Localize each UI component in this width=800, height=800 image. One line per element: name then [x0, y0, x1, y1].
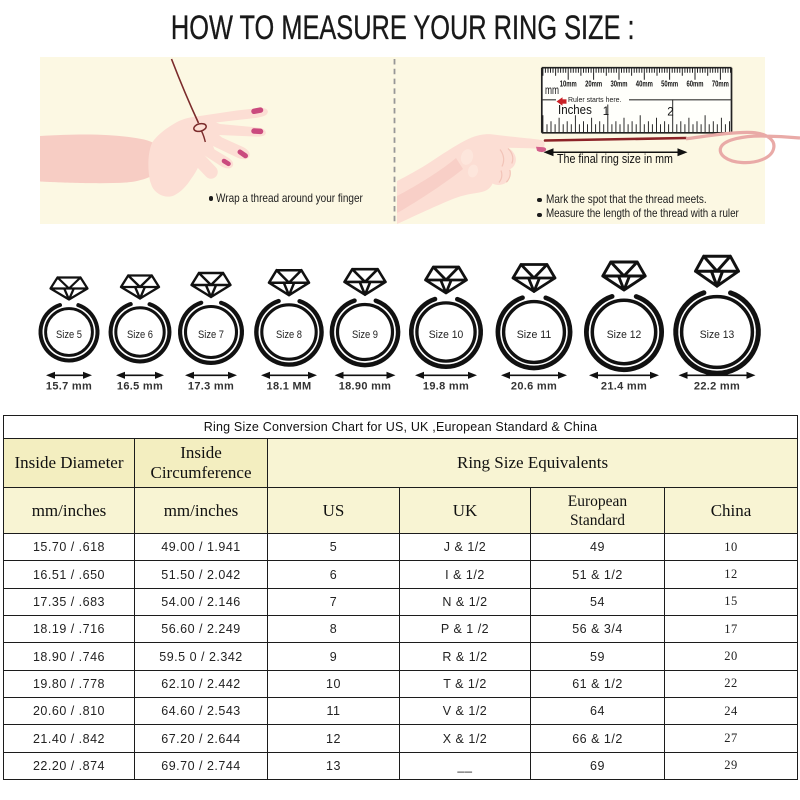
- svg-text:22.2 mm: 22.2 mm: [694, 381, 740, 393]
- svg-text:21.4 mm: 21.4 mm: [601, 381, 647, 393]
- svg-text:10mm: 10mm: [560, 79, 577, 88]
- svg-text:Size 6: Size 6: [127, 329, 153, 341]
- svg-text:Size 8: Size 8: [276, 329, 302, 341]
- svg-text:18.90 mm: 18.90 mm: [339, 381, 392, 393]
- svg-text:50mm: 50mm: [661, 79, 678, 88]
- svg-text:18.1 MM: 18.1 MM: [267, 381, 312, 393]
- svg-text:1: 1: [603, 106, 609, 118]
- svg-text:Size 12: Size 12: [607, 329, 642, 341]
- svg-text:Size 9: Size 9: [352, 329, 378, 341]
- svg-text:Size 5: Size 5: [56, 329, 82, 341]
- svg-text:40mm: 40mm: [636, 79, 653, 88]
- svg-text:70mm: 70mm: [712, 79, 729, 88]
- svg-text:Size 10: Size 10: [429, 329, 464, 341]
- svg-text:Size 13: Size 13: [700, 329, 735, 341]
- svg-text:Size 11: Size 11: [517, 329, 552, 341]
- svg-text:30mm: 30mm: [611, 79, 628, 88]
- svg-text:20.6 mm: 20.6 mm: [511, 381, 557, 393]
- svg-text:2: 2: [667, 107, 673, 119]
- svg-text:15.7 mm: 15.7 mm: [46, 381, 92, 393]
- svg-text:60mm: 60mm: [687, 79, 704, 88]
- svg-text:20mm: 20mm: [585, 79, 602, 88]
- svg-text:19.8 mm: 19.8 mm: [423, 381, 469, 393]
- svg-text:Size 7: Size 7: [198, 329, 224, 341]
- svg-text:17.3 mm: 17.3 mm: [188, 381, 234, 393]
- svg-text:16.5 mm: 16.5 mm: [117, 381, 163, 393]
